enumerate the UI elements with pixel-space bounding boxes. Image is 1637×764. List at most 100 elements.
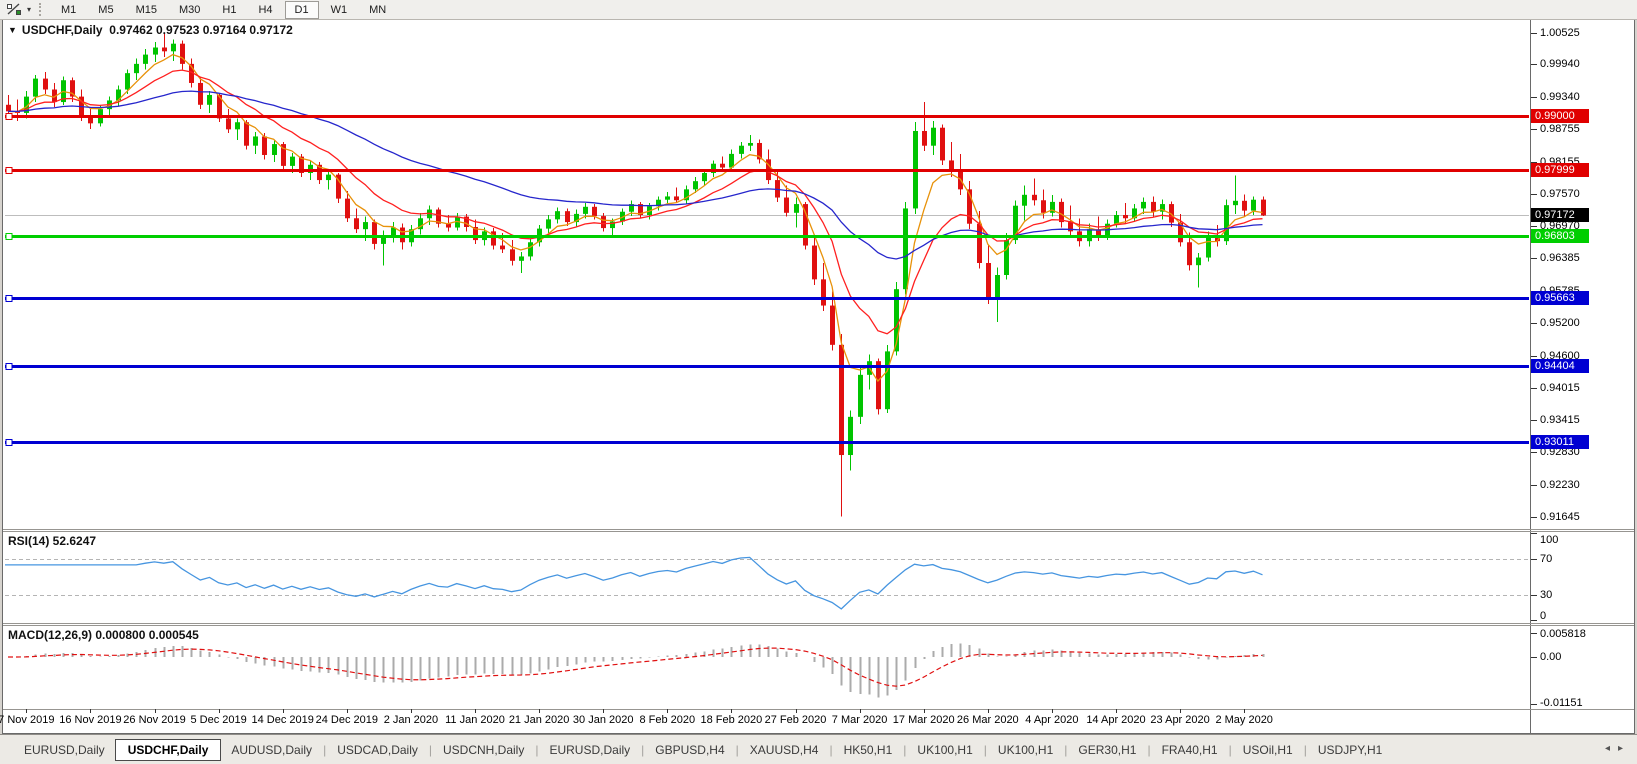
price-line-badge: 0.99000 [1531,108,1589,123]
candle-down [757,142,762,160]
candle-down [1041,200,1046,213]
candle-up [858,374,863,417]
rsi-panel[interactable] [5,556,1529,610]
candle-up [171,43,176,52]
candle-down [1059,201,1064,223]
timeframe-button-mn[interactable]: MN [369,3,387,16]
timeframe-button-w1[interactable]: W1 [330,3,348,16]
candle-up [235,122,240,130]
timeframe-button-m5[interactable]: M5 [98,3,114,16]
tab-divider: | [829,742,833,757]
candle-down [336,174,341,199]
collapse-triangle-icon[interactable]: ▼ [8,25,17,35]
chart-tab-hk50-h1[interactable]: HK50,H1 [843,742,893,757]
timeframe-button-h4[interactable]: H4 [258,3,273,16]
moving-average-line-12 [7,69,1263,335]
date-tick-label: 17 Mar 2020 [892,714,955,726]
chart-tab-uk100-h1[interactable]: UK100,H1 [917,742,973,757]
price-line-badge: 0.93011 [1531,435,1589,450]
candle-down [281,144,286,166]
candle-down [262,136,267,155]
candle-down [6,104,11,112]
candle-down [876,361,881,410]
candle-up [116,89,121,101]
date-tick-label: 7 Mar 2020 [831,714,888,726]
candle-down [491,231,496,246]
candle-up [134,63,139,74]
tab-scroll-left-icon[interactable]: ◂ [1604,743,1618,754]
toolbar-grip[interactable] [39,3,44,16]
candle-down [830,305,835,345]
candle-down [986,262,991,299]
chevron-down-icon[interactable]: ▾ [27,5,32,14]
candle-up [308,164,313,173]
candle-down [226,118,231,130]
candle-up [1224,205,1229,242]
chart-tab-fra40-h1[interactable]: FRA40,H1 [1161,742,1218,757]
chart-tab-xauusd-h4[interactable]: XAUUSD,H4 [749,742,819,757]
candle-down [674,196,679,201]
tab-scroll-right-icon[interactable]: ▸ [1617,743,1631,754]
chart-tab-uk100-h1[interactable]: UK100,H1 [997,742,1054,757]
price-tick-label: 0.98755 [1540,123,1580,136]
candle-down [436,209,441,224]
chart-tab-usdcnh-daily[interactable]: USDCNH,Daily [443,742,525,757]
candle-down [1096,229,1101,236]
candle-up [684,189,689,201]
line-anchor-marker [5,233,13,240]
tab-divider: | [323,742,327,757]
candle-down [446,223,451,228]
candle-down [922,130,927,146]
line-anchor-marker [5,167,13,174]
candle-up [1196,257,1201,266]
candle-down [949,160,954,172]
macd-panel[interactable] [8,643,1265,698]
candle-up [702,172,707,182]
candle-up [519,256,524,261]
chart-tab-eurusd-daily[interactable]: EURUSD,Daily [549,742,631,757]
chart-tab-usdjpy-h1[interactable]: USDJPY,H1 [1317,742,1383,757]
candle-up [1251,199,1256,211]
candle-up [555,211,560,220]
timeframe-button-m1[interactable]: M1 [61,3,77,16]
timeframe-button-h1[interactable]: H1 [222,3,237,16]
candle-up [33,78,38,97]
candle-up [693,181,698,190]
candle-down [1215,236,1220,242]
candle-down [1151,201,1156,212]
chart-tab-audusd-daily[interactable]: AUDUSD,Daily [231,742,313,757]
chart-tab-usdchf-daily[interactable]: USDCHF,Daily [114,738,222,761]
candle-up [629,204,634,212]
timeframe-button-m30[interactable]: M30 [178,3,201,16]
chart-tab-eurusd-daily[interactable]: EURUSD,Daily [24,742,105,757]
indicators-icon[interactable] [4,2,24,17]
main-price-panel[interactable] [5,32,1529,517]
tab-scroll-arrows: ◂▸ [1605,743,1631,754]
rsi-tick-label: 30 [1540,588,1553,601]
candle-up [1114,214,1119,224]
candle-up [391,227,396,236]
candle-up [1206,236,1211,258]
candle-down [1169,204,1174,223]
tab-divider: | [1303,742,1307,757]
candle-down [510,249,515,261]
candle-up [1004,240,1009,275]
timeframe-button-m15[interactable]: M15 [135,3,157,16]
price-tick-label: 0.92230 [1540,479,1580,492]
candle-down [464,216,469,227]
chart-tab-gbpusd-h4[interactable]: GBPUSD,H4 [655,742,725,757]
candle-up [381,235,386,244]
candle-down [317,164,322,181]
price-tick-label: 0.99340 [1540,91,1580,104]
rsi-tick-label: 70 [1540,552,1553,565]
date-tick-label: 16 Nov 2019 [59,714,122,726]
chart-tab-usoil-h1[interactable]: USOil,H1 [1242,742,1293,757]
chart-tab-ger30-h1[interactable]: GER30,H1 [1078,742,1137,757]
timeframe-button-d1[interactable]: D1 [284,0,319,19]
candle-down [180,43,185,64]
current-price-badge: 0.97172 [1531,208,1589,223]
moving-average-line-5 [7,53,1263,383]
candle-up [1160,204,1165,212]
chart-tab-usdcad-daily[interactable]: USDCAD,Daily [337,742,418,757]
